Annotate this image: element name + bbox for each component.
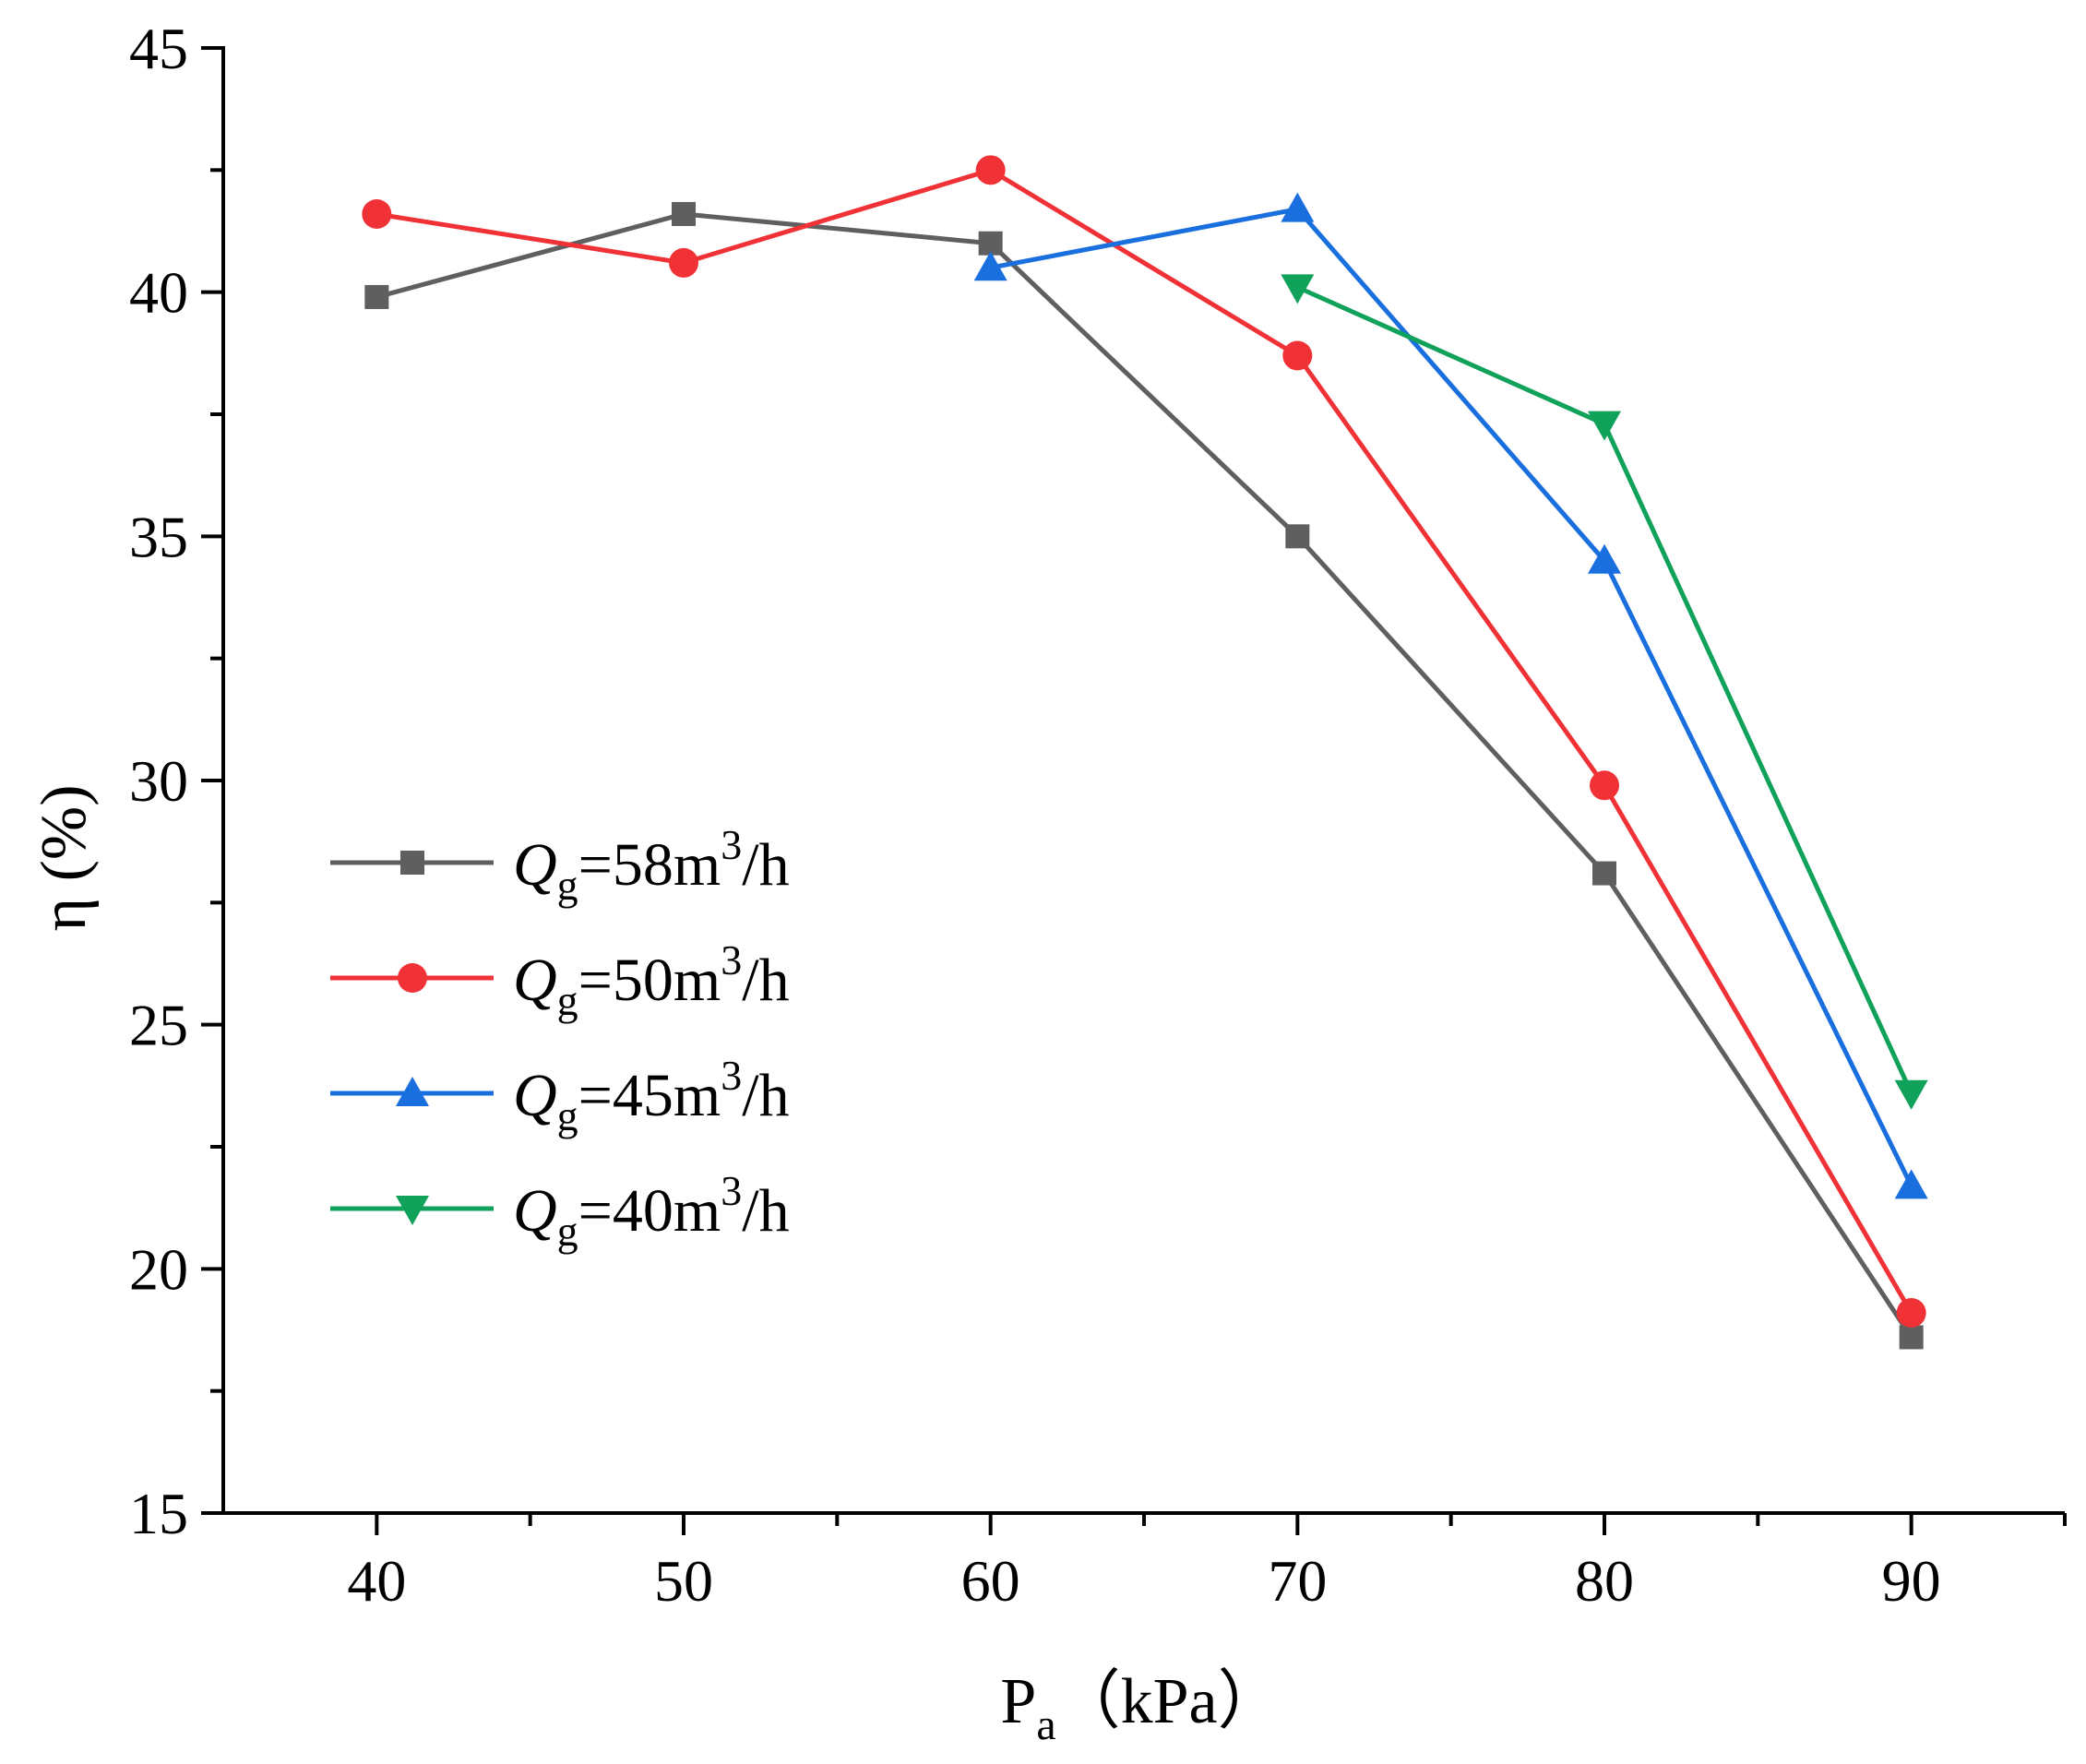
data-point [1588,411,1621,441]
series-line [990,207,1913,1187]
x-axis-title-main: P [1000,1666,1036,1737]
series-layer [362,155,1928,1350]
y-tick-label: 25 [129,993,188,1058]
data-point [362,198,392,229]
x-axis-title: Pa（kPa） [1000,1666,1281,1749]
series-1 [364,201,1924,1350]
legend: Qg=58m3/h Qg=50m3/h Qg=45m3/h Qg=40m3/h [330,821,790,1255]
data-point [1285,524,1310,549]
y-tick-label: 35 [129,504,188,569]
x-tick-label: 70 [1268,1548,1327,1614]
legend-marker [398,963,427,993]
y-tick-label: 30 [129,748,188,814]
data-point [975,155,1006,185]
series-2 [362,155,1926,1328]
legend-entry-4: Qg=40m3/h [330,1167,790,1255]
data-point [1588,543,1621,574]
data-point [1896,1297,1926,1328]
data-point [1894,1169,1928,1199]
data-point [1281,274,1315,304]
data-point [669,247,698,278]
x-tick-label: 60 [961,1548,1020,1614]
data-point [1894,1079,1928,1110]
data-point [1590,770,1619,801]
data-point [1899,1325,1924,1350]
legend-entry-2: Qg=50m3/h [330,936,790,1024]
legend-label: Qg=40m3/h [513,1167,790,1255]
series-3 [973,192,1928,1199]
legend-label: Qg=45m3/h [513,1052,790,1139]
y-tick-label: 15 [129,1481,188,1546]
y-tick-label: 40 [129,260,188,326]
data-point [1282,340,1313,371]
data-point [973,251,1007,281]
data-point [672,201,696,226]
x-axis-title-sub: a [1036,1700,1055,1749]
legend-label: Qg=58m3/h [513,821,790,909]
legend-label: Qg=50m3/h [513,936,790,1024]
series-line [375,167,1913,1315]
data-point [1281,192,1315,222]
data-point [364,284,389,309]
x-tick-label: 50 [654,1548,713,1614]
series-4 [1281,274,1928,1110]
legend-marker [396,1196,429,1225]
y-tick-label: 20 [129,1236,188,1302]
legend-marker [400,851,424,875]
series-line [375,211,1913,1339]
legend-entry-1: Qg=58m3/h [330,821,790,909]
legend-marker [396,1077,429,1106]
x-tick-label: 90 [1882,1548,1941,1614]
x-tick-label: 80 [1575,1548,1634,1614]
data-point [1592,861,1616,886]
legend-entry-3: Qg=45m3/h [330,1052,790,1139]
x-tick-label: 40 [347,1548,406,1614]
y-axis-title: η (%) [29,784,100,931]
series-line [1296,285,1913,1094]
axes: 15 20 25 30 35 40 45 40 50 60 70 80 90 [129,16,2067,1614]
x-axis-title-unit: （kPa） [1056,1666,1282,1737]
y-tick-label: 45 [129,16,188,81]
